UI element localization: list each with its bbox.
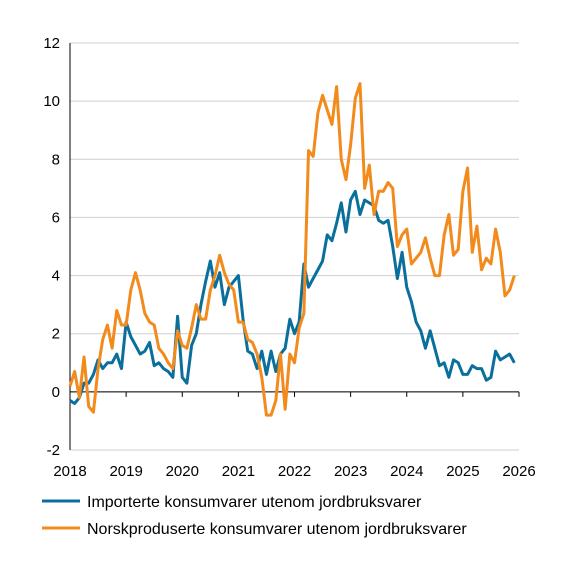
series-line bbox=[69, 189, 516, 405]
x-tick-label: 2019 bbox=[109, 463, 142, 480]
x-tick-label: 2025 bbox=[446, 463, 479, 480]
y-tick-label: 10 bbox=[43, 93, 60, 110]
x-tick-label: 2021 bbox=[222, 463, 255, 480]
y-tick-label: 6 bbox=[52, 209, 60, 226]
x-tick-label: 2020 bbox=[166, 463, 199, 480]
y-tick-label: 0 bbox=[52, 384, 60, 401]
y-tick-label: 12 bbox=[43, 35, 60, 52]
y-tick-label: -2 bbox=[47, 442, 60, 459]
y-tick-label: 2 bbox=[52, 326, 60, 343]
legend-label: Norskproduserte konsumvarer utenom jordb… bbox=[87, 521, 467, 538]
series-line bbox=[68, 82, 516, 417]
x-tick-label: 2022 bbox=[278, 463, 311, 480]
legend-label: Importerte konsumvarer utenom jordbruksv… bbox=[87, 494, 422, 511]
x-tick-label: 2024 bbox=[390, 463, 423, 480]
x-tick-label: 2023 bbox=[334, 463, 367, 480]
x-tick-label: 2018 bbox=[53, 463, 86, 480]
y-tick-label: 8 bbox=[52, 151, 60, 168]
x-tick-label: 2026 bbox=[502, 463, 535, 480]
y-tick-label: 4 bbox=[52, 268, 60, 285]
